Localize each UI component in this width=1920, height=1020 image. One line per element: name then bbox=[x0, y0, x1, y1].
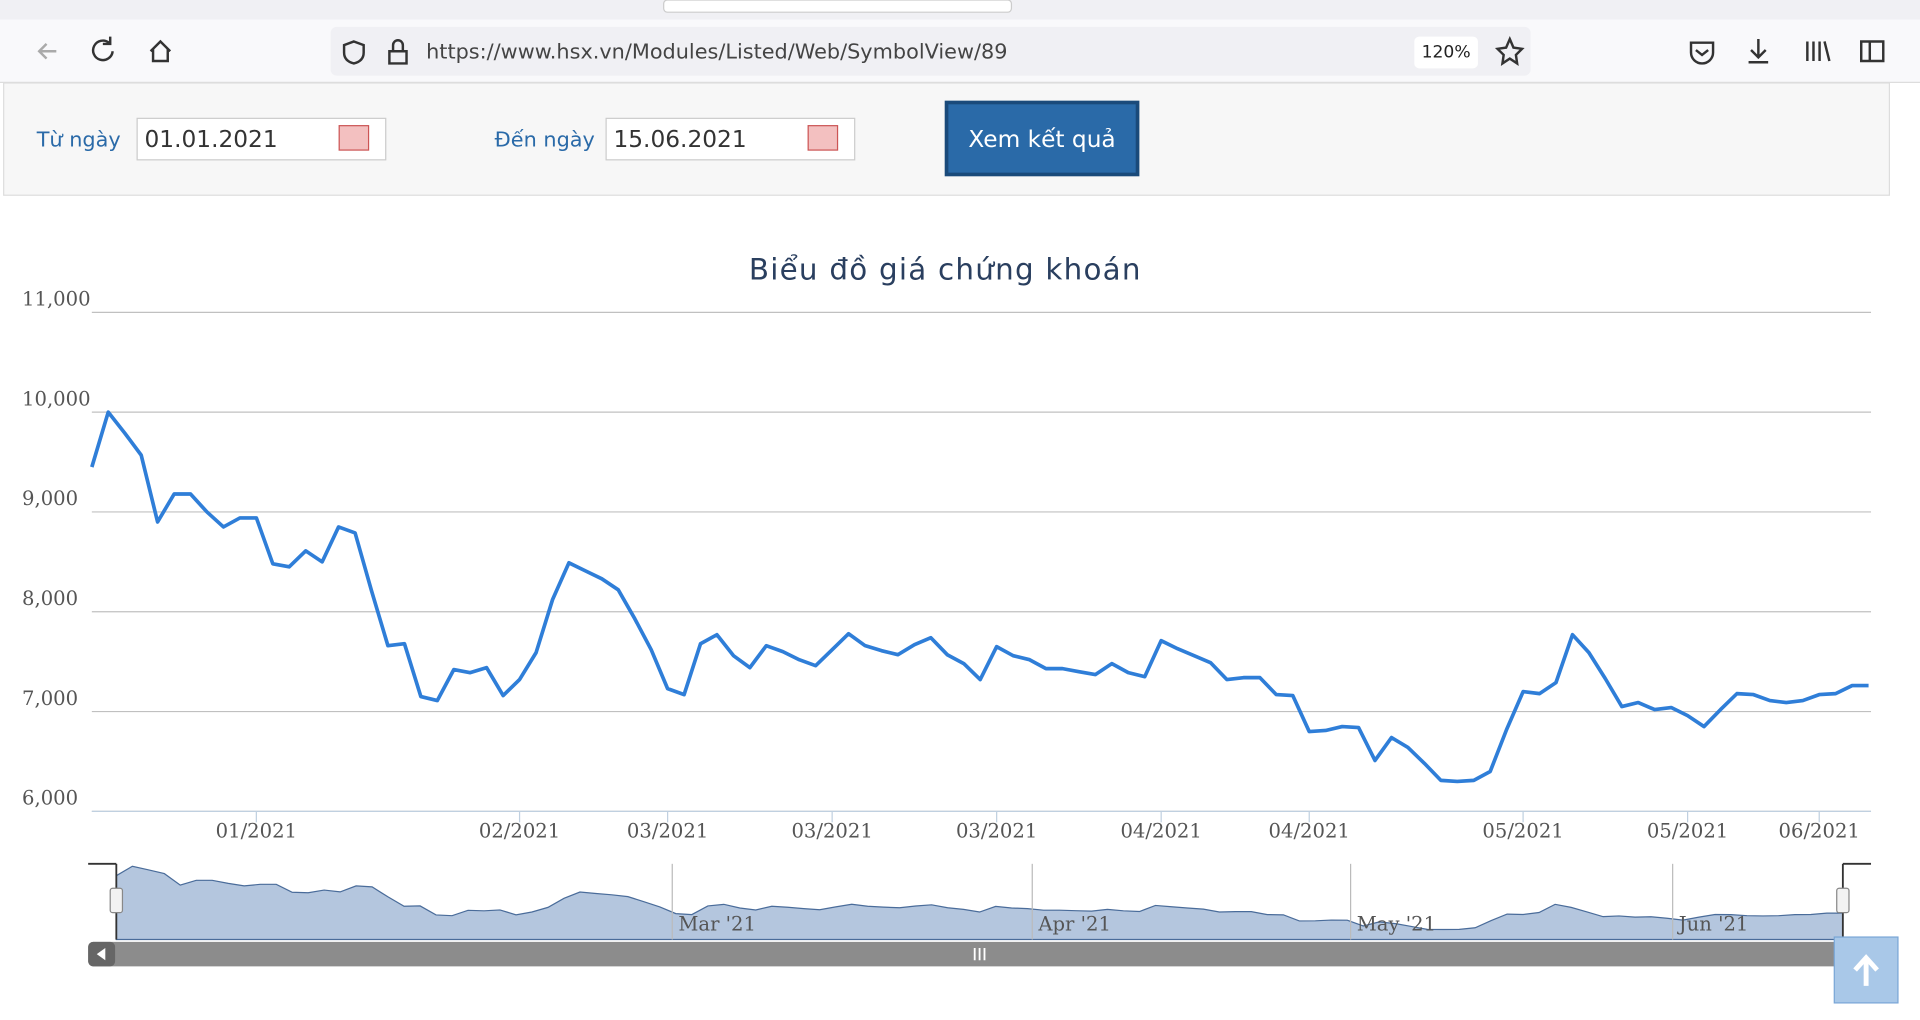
home-button[interactable] bbox=[149, 39, 172, 63]
library-icon[interactable] bbox=[1806, 41, 1831, 62]
navigator-label: Mar '21 bbox=[678, 912, 756, 935]
navigator-handle[interactable] bbox=[1836, 887, 1850, 914]
plot: 6,000 7,000 8,000 9,000 10,000 11,000 01/2021 0… bbox=[22, 288, 1872, 967]
sidebar-icon[interactable] bbox=[1860, 40, 1885, 63]
y-tick-label: 11,000 bbox=[22, 288, 91, 311]
scrollbar-track[interactable] bbox=[88, 941, 1843, 967]
scrollbar-arrow bbox=[96, 948, 106, 961]
x-tick-label: 03/2021 bbox=[956, 820, 1037, 843]
x-tick-label: 04/2021 bbox=[1120, 820, 1201, 843]
url-bar[interactable] bbox=[330, 26, 1531, 76]
to-label: Đến ngày bbox=[495, 127, 595, 151]
tab[interactable] bbox=[663, 0, 1013, 13]
scroll-top-arrow[interactable] bbox=[1853, 954, 1879, 986]
navigator-handle[interactable] bbox=[109, 887, 124, 914]
x-tick-label: 03/2021 bbox=[627, 820, 708, 843]
y-tick-label: 9,000 bbox=[22, 487, 78, 510]
y-tick-label: 8,000 bbox=[22, 587, 78, 610]
forward-button[interactable] bbox=[37, 43, 57, 60]
calendar-icon[interactable] bbox=[338, 125, 370, 151]
reload-button[interactable] bbox=[91, 36, 114, 62]
to-value[interactable]: 15.06.2021 bbox=[613, 126, 746, 153]
zoom-badge[interactable] bbox=[1414, 36, 1478, 69]
y-tick-label: 7,000 bbox=[22, 687, 78, 710]
from-value[interactable]: 01.01.2021 bbox=[144, 126, 277, 153]
y-tick-label: 10,000 bbox=[22, 387, 91, 410]
navigator-area bbox=[115, 865, 1844, 941]
lock-icon bbox=[388, 39, 408, 65]
scrollbar-grip bbox=[973, 948, 986, 961]
shield-icon[interactable] bbox=[342, 40, 365, 65]
x-tick-label: 03/2021 bbox=[791, 820, 872, 843]
from-label: Từ ngày bbox=[36, 127, 121, 151]
pocket-icon[interactable] bbox=[1689, 41, 1715, 65]
x-tick-label: 01/2021 bbox=[216, 820, 297, 843]
zoom-level[interactable]: 120% bbox=[1422, 42, 1471, 62]
x-tick-label: 05/2021 bbox=[1482, 820, 1563, 843]
x-tick-label: 06/2021 bbox=[1779, 820, 1860, 843]
submit-button[interactable] bbox=[944, 100, 1140, 177]
navigator-label: May '21 bbox=[1357, 912, 1436, 935]
navigator-label: Jun '21 bbox=[1677, 912, 1749, 935]
x-tick-label: 04/2021 bbox=[1269, 820, 1350, 843]
price-line bbox=[90, 410, 1869, 784]
calendar-icon[interactable] bbox=[807, 125, 839, 151]
downloads-icon[interactable] bbox=[1748, 39, 1769, 64]
url-text[interactable]: https://www.hsx.vn/Modules/Listed/Web/Sy… bbox=[426, 39, 1007, 63]
submit-label[interactable]: Xem kết quả bbox=[968, 126, 1115, 153]
navigator-label: Apr '21 bbox=[1037, 912, 1111, 935]
chart-title: Biểu đồ giá chứng khoán bbox=[749, 251, 1142, 286]
x-tick-label: 05/2021 bbox=[1647, 820, 1728, 843]
bookmark-star[interactable] bbox=[1494, 35, 1525, 66]
y-tick-label: 6,000 bbox=[22, 787, 78, 810]
x-tick-label: 02/2021 bbox=[479, 820, 560, 843]
